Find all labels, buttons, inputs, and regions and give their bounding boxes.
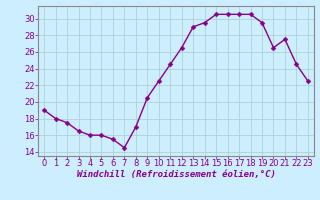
X-axis label: Windchill (Refroidissement éolien,°C): Windchill (Refroidissement éolien,°C) [76, 170, 276, 179]
